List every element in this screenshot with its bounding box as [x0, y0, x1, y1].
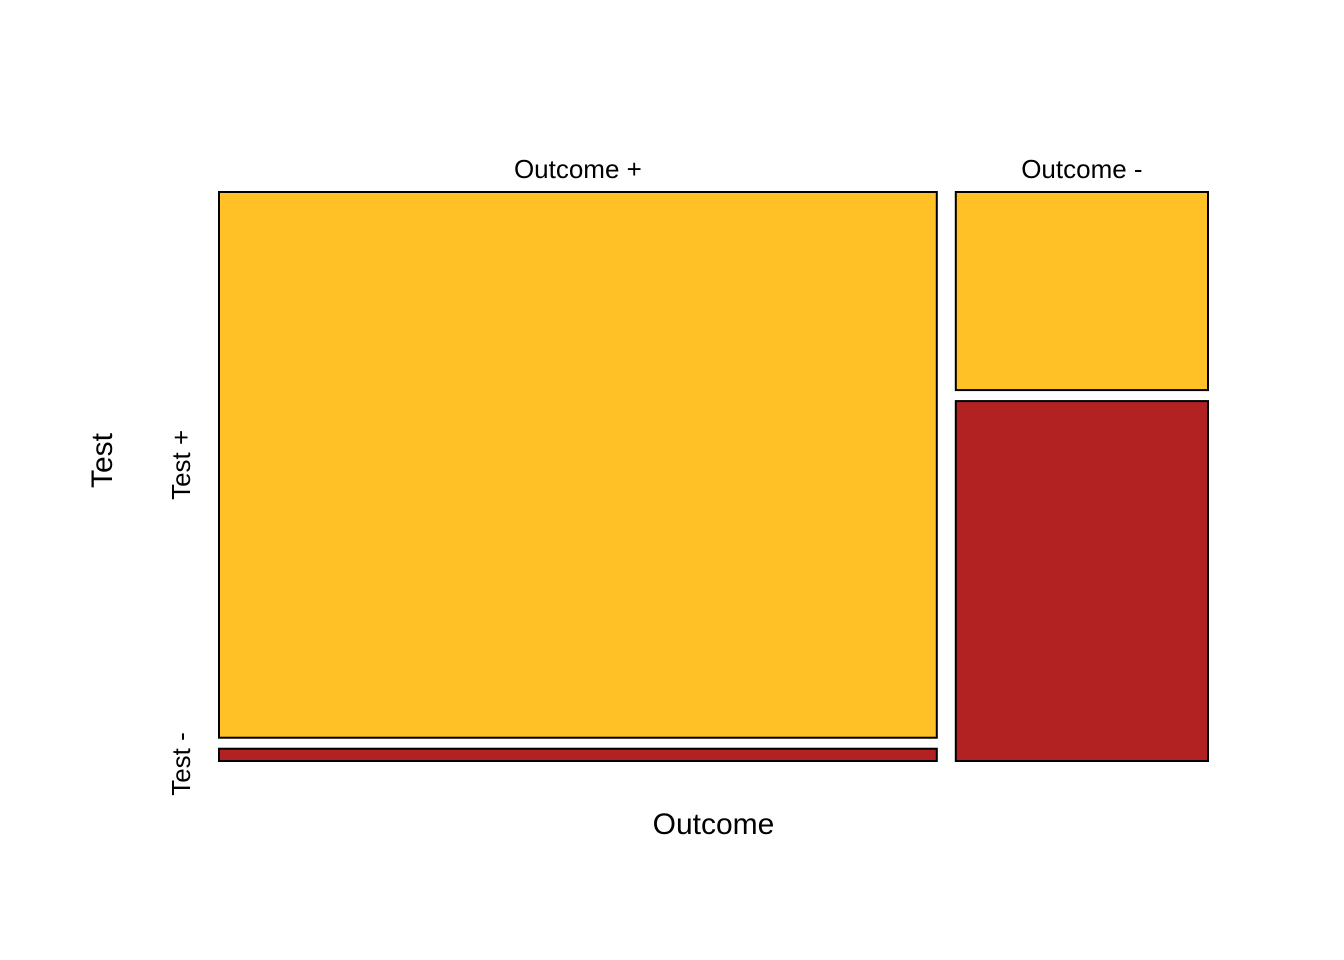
mosaic-tiles [218, 191, 1209, 762]
mosaic-tile-col0-row0 [218, 191, 938, 739]
mosaic-tile-col1-row1 [954, 400, 1209, 762]
mosaic-tile-col1-row0 [954, 191, 1209, 392]
x-axis-title: Outcome [653, 808, 775, 841]
mosaic-tile-col0-row1 [218, 747, 938, 762]
y-axis-title: Test [86, 432, 119, 488]
row-label-test-plus: Test + [166, 430, 196, 500]
row-label-test-minus: Test - [166, 732, 196, 796]
column-label-outcome-minus: Outcome - [1021, 154, 1142, 184]
column-label-outcome-plus: Outcome + [514, 154, 642, 184]
